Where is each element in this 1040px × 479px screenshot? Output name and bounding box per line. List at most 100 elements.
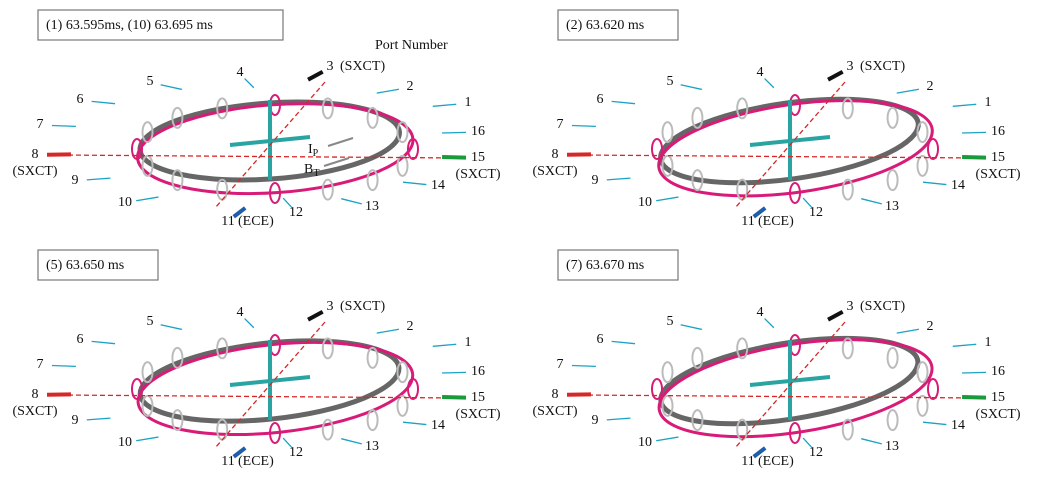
port-tick: [87, 178, 111, 180]
port-note: (SXCT): [860, 299, 905, 314]
port-tick: [765, 319, 774, 328]
port-number: 16: [471, 124, 485, 139]
port-number: 9: [72, 173, 79, 188]
coil: [917, 156, 927, 176]
port-note: (SXCT): [975, 167, 1020, 182]
port-tick: [607, 418, 631, 420]
port-tick: [403, 422, 426, 424]
panel-title: (2) 63.620 ms: [566, 18, 644, 33]
port-number: 14: [951, 418, 965, 433]
coil: [368, 348, 378, 368]
port-number: 7: [557, 357, 564, 372]
annotation-sub: P: [313, 148, 319, 159]
port-number: 8: [552, 387, 559, 402]
plasma: [135, 95, 416, 202]
port-tick: [442, 397, 466, 398]
port-tick: [245, 79, 254, 88]
port-number: 11: [741, 214, 754, 229]
port-number: 14: [951, 178, 965, 193]
coil: [368, 410, 378, 430]
port-note: (SXCT): [532, 164, 577, 179]
panel: (7) 63.670 ms123(SXCT)45678(SXCT)91011(E…: [532, 250, 1020, 469]
port-tick: [923, 422, 946, 424]
port-number: 10: [118, 195, 132, 210]
port-tick: [962, 372, 986, 373]
port-number: 13: [365, 439, 379, 454]
port-tick: [308, 312, 323, 320]
port-number: 3: [847, 299, 854, 314]
port-note: (ECE): [238, 454, 274, 469]
panel: (1) 63.595ms, (10) 63.695 ms123(SXCT)456…: [12, 10, 500, 229]
coil: [172, 410, 182, 430]
port-tick: [765, 79, 774, 88]
port-tick: [161, 325, 182, 330]
port-tick: [612, 101, 635, 103]
port-number: 10: [638, 195, 652, 210]
annotation-sub: T: [313, 168, 319, 179]
port-note: (ECE): [758, 214, 794, 229]
port-number: 4: [237, 65, 244, 80]
coil: [408, 379, 418, 399]
coil: [663, 362, 673, 382]
port-number: 6: [597, 332, 604, 347]
coil: [323, 420, 333, 440]
port-number: 5: [147, 314, 154, 329]
port-number: 4: [757, 305, 764, 320]
port-tick: [607, 178, 631, 180]
port-number: 2: [407, 79, 414, 94]
port-number: 6: [77, 332, 84, 347]
port-tick: [442, 157, 466, 158]
port-tick: [656, 197, 678, 201]
panel-title: (1) 63.595ms, (10) 63.695 ms: [46, 18, 213, 33]
port-note: (SXCT): [860, 59, 905, 74]
port-number: 13: [885, 199, 899, 214]
port-tick: [161, 85, 182, 90]
port-number: 9: [592, 413, 599, 428]
port-tick: [433, 104, 456, 106]
port-number: 7: [557, 117, 564, 132]
coil: [888, 348, 898, 368]
port-number: 9: [72, 413, 79, 428]
port-number: 7: [37, 117, 44, 132]
port-number: 11: [221, 214, 234, 229]
port-note: (SXCT): [532, 404, 577, 419]
port-tick: [308, 72, 323, 80]
port-number: 12: [289, 205, 303, 220]
port-number: 5: [667, 74, 674, 89]
port-number: 16: [991, 124, 1005, 139]
port-tick: [953, 344, 976, 346]
port-tick: [656, 437, 678, 441]
port-number: 4: [237, 305, 244, 320]
coil: [663, 122, 673, 142]
port-tick: [377, 89, 399, 93]
port-tick: [897, 329, 919, 333]
port-tick: [861, 439, 882, 444]
port-number: 5: [147, 74, 154, 89]
coil: [323, 180, 333, 200]
port-number: 14: [431, 178, 445, 193]
port-tick: [136, 437, 158, 441]
port-note: (SXCT): [340, 299, 385, 314]
port-tick: [92, 341, 115, 343]
port-note: (SXCT): [455, 407, 500, 422]
port-number: 9: [592, 173, 599, 188]
port-tick: [572, 126, 596, 127]
coil: [217, 180, 227, 200]
port-number: 11: [741, 454, 754, 469]
port-number: 15: [471, 150, 485, 165]
port-tick: [923, 182, 946, 184]
port-note: (ECE): [758, 454, 794, 469]
port-number: 4: [757, 65, 764, 80]
port-number: 8: [32, 147, 39, 162]
port-number: 12: [809, 205, 823, 220]
port-tick: [897, 89, 919, 93]
port-number: 1: [465, 335, 472, 350]
port-note: (SXCT): [12, 404, 57, 419]
coil: [888, 170, 898, 190]
port-tick: [572, 366, 596, 367]
port-number: 11: [221, 454, 234, 469]
port-number: 8: [32, 387, 39, 402]
port-tick: [828, 72, 843, 80]
port-number: 16: [471, 364, 485, 379]
panel-title: (5) 63.650 ms: [46, 258, 124, 273]
